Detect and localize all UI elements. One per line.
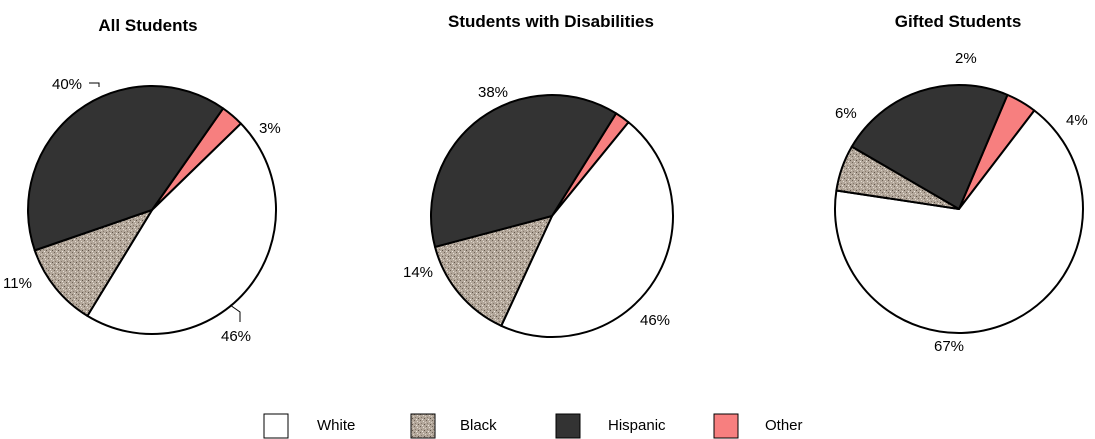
slice-label-hispanic: 38% bbox=[478, 84, 508, 101]
pie-chart-gifted-students: Gifted Students 2% 6% 4% 67% bbox=[833, 12, 1088, 355]
pie-slice-black bbox=[33, 209, 153, 317]
slice-label-white: 46% bbox=[221, 328, 251, 345]
slice-label-hispanic: 40% bbox=[52, 76, 82, 93]
pie-slices bbox=[833, 84, 1084, 334]
legend-label-black: Black bbox=[460, 417, 497, 434]
slice-label-other: 3% bbox=[259, 120, 281, 137]
pie-slice-white bbox=[86, 122, 277, 335]
slice-label-white: 46% bbox=[640, 312, 670, 329]
legend-swatch-other bbox=[713, 413, 739, 439]
leader-line bbox=[89, 82, 100, 87]
chart-title: Students with Disabilities bbox=[448, 12, 654, 31]
slice-label-black: 6% bbox=[835, 105, 857, 122]
legend-swatch-hispanic bbox=[555, 413, 581, 439]
pie-chart-all-students: All Students 40% 3% 11% 46% bbox=[3, 16, 281, 345]
pie-slice-black bbox=[434, 215, 553, 327]
pie-slices bbox=[430, 94, 675, 338]
pie-slice-white bbox=[500, 121, 675, 338]
slice-label-hispanic: 2% bbox=[955, 50, 977, 67]
slice-label-other: 4% bbox=[1066, 112, 1088, 129]
slice-label-white: 67% bbox=[934, 338, 964, 355]
pie-slice-hispanic bbox=[27, 85, 225, 252]
slice-label-black: 14% bbox=[403, 264, 433, 281]
pie-slices bbox=[27, 85, 277, 335]
pie-slice-hispanic bbox=[430, 94, 618, 248]
legend-label-hispanic: Hispanic bbox=[608, 417, 666, 434]
pie-chart-students-with-disabilities: Students with Disabilities 38% 14% 46% bbox=[403, 12, 675, 338]
legend-swatch-white bbox=[263, 413, 289, 439]
slice-label-black: 11% bbox=[3, 275, 32, 292]
legend-label-white: White bbox=[317, 417, 355, 434]
chart-title: All Students bbox=[98, 16, 197, 35]
legend: White Black Hispanic Other bbox=[263, 413, 803, 439]
pie-slice-white bbox=[833, 109, 1084, 334]
legend-label-other: Other bbox=[765, 417, 803, 434]
leader-line bbox=[229, 304, 241, 322]
pie-slice-hispanic bbox=[850, 84, 1009, 210]
legend-swatch-black bbox=[410, 413, 436, 439]
chart-title: Gifted Students bbox=[895, 12, 1022, 31]
